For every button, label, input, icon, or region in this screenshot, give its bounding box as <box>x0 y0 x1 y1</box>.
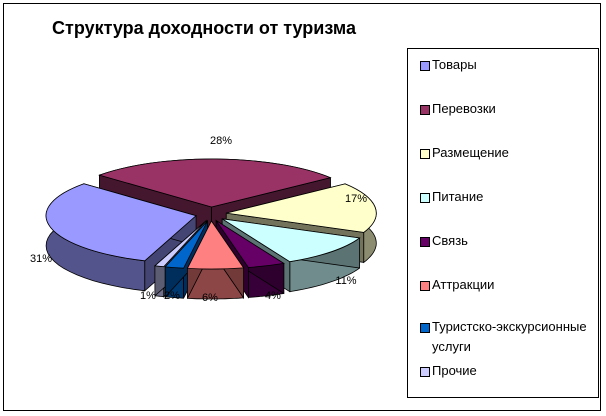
legend-label: Аттракции <box>432 277 495 292</box>
legend-item: Туристско-экскурсионные услуги <box>420 317 594 357</box>
legend-swatch <box>420 323 430 333</box>
pie-slice-6 <box>186 219 245 300</box>
legend-item: Питание <box>420 187 594 207</box>
legend-label: Питание <box>432 189 484 204</box>
chart-frame: Структура доходности от туризма 31% 28% 17… <box>3 3 601 411</box>
legend-item: Товары <box>420 55 594 75</box>
pie-chart: 31% 28% 17% 11% 4% 6% 2% 1% <box>30 135 377 304</box>
legend-label: Товары <box>432 57 477 72</box>
legend-label: Перевозки <box>432 101 496 116</box>
slice-label-7: 2% <box>164 290 180 302</box>
legend-item: Аттракции <box>420 275 594 295</box>
legend-item: Прочие <box>420 361 594 381</box>
pie-slice-1 <box>45 183 197 292</box>
slice-label-8: 1% <box>140 290 156 302</box>
legend-label: Связь <box>432 233 468 248</box>
chart-title: Структура доходности от туризма <box>52 18 356 38</box>
legend-label: Размещение <box>432 145 509 160</box>
legend-swatch <box>420 193 430 203</box>
legend: Товары Перевозки Размещение Питание Связь Атт… <box>407 48 599 398</box>
slice-label-5: 4% <box>265 290 281 302</box>
legend-item: Связь <box>420 231 594 251</box>
legend-swatch <box>420 149 430 159</box>
slice-label-1: 31% <box>30 253 52 265</box>
legend-swatch <box>420 237 430 247</box>
legend-swatch <box>420 105 430 115</box>
legend-label: Туристско-экскурсионные услуги <box>432 319 587 354</box>
legend-swatch <box>420 367 430 377</box>
legend-label: Прочие <box>432 363 477 378</box>
slice-label-3: 17% <box>345 193 367 205</box>
slice-label-6: 6% <box>202 292 218 304</box>
legend-swatch <box>420 61 430 71</box>
slice-label-2: 28% <box>210 135 232 147</box>
slice-label-4: 11% <box>335 275 356 287</box>
legend-item: Размещение <box>420 143 594 163</box>
legend-item: Перевозки <box>420 99 594 119</box>
legend-swatch <box>420 281 430 291</box>
